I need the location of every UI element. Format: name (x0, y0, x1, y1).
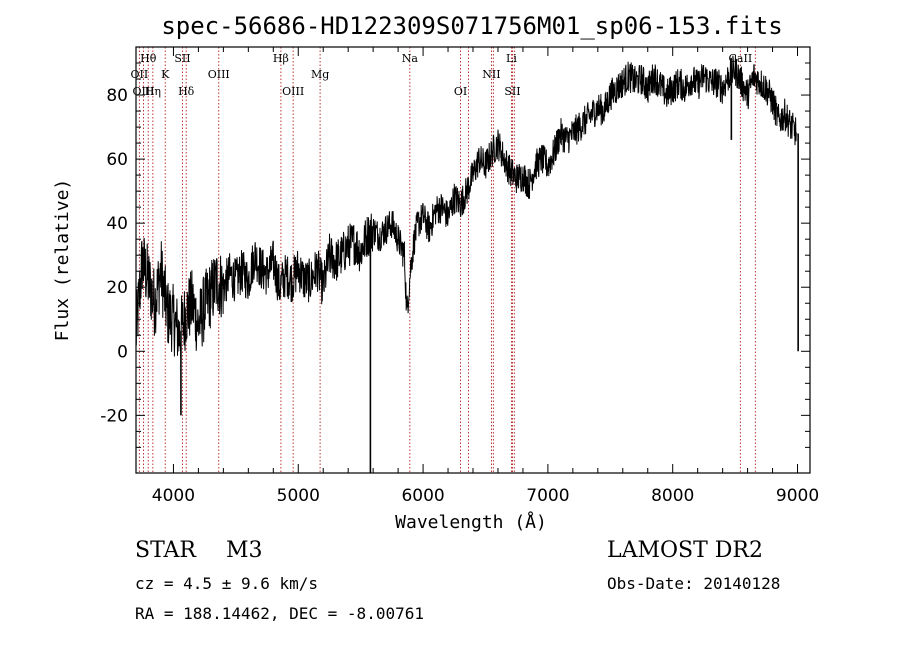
spectral-line-label: OIII (282, 85, 304, 98)
obs-date: Obs-Date: 20140128 (607, 574, 781, 593)
x-tick-label: 8000 (651, 486, 694, 506)
y-tick-label: -20 (100, 406, 128, 426)
y-tick-label: 80 (106, 86, 128, 106)
spectral-line-label: SII (504, 85, 520, 98)
coordinates: RA = 188.14462, DEC = -8.00761 (135, 604, 424, 623)
spectral-line-labels: HθOIIOIIIHηKSIIHδOIIIHβOIIIMgNaOINIILiSI… (131, 52, 753, 98)
spectral-line-label: NII (482, 68, 500, 81)
x-tick-label: 4000 (152, 486, 195, 506)
x-tick-label: 6000 (401, 486, 444, 506)
cz-readout: cz = 4.5 ± 9.6 km/s (135, 574, 319, 593)
spectral-line-label: OI (454, 85, 467, 98)
spectral-line-label: K (161, 68, 170, 81)
survey-label: LAMOST DR2 (607, 538, 763, 563)
spectral-line-label: Hθ (140, 52, 157, 65)
spectral-line-label: Li (506, 52, 517, 65)
spectral-line-label: Hδ (178, 85, 195, 98)
spectral-line-label: Mg (311, 68, 329, 81)
x-axis: 4000 5000 6000 7000 8000 9000 (152, 47, 819, 506)
x-tick-label: 5000 (277, 486, 320, 506)
y-tick-label: 60 (106, 150, 128, 170)
spectral-line-label: OIII (208, 68, 230, 81)
y-tick-label: 40 (106, 214, 128, 234)
subclass-label: M3 (226, 538, 263, 563)
y-axis-label: Flux (relative) (52, 179, 73, 342)
y-tick-label: 0 (117, 342, 128, 362)
x-tick-label: 7000 (526, 486, 569, 506)
spectral-line-label: OII (131, 68, 149, 81)
chart-title: spec-56686-HD122309S071756M01_sp06-153.f… (161, 12, 782, 40)
spectral-line-label: Hβ (273, 52, 289, 65)
spectral-line-label: SII (174, 52, 190, 65)
spectral-line-label: Na (402, 52, 419, 65)
spectral-line-markers (138, 47, 756, 473)
spectral-line-label: Hη (145, 85, 161, 98)
class-label: STAR (135, 538, 196, 563)
y-tick-label: 20 (106, 278, 128, 298)
spectrum-series (135, 55, 799, 473)
spectrum-line (135, 55, 797, 358)
x-axis-label: Wavelength (Å) (395, 511, 547, 533)
spectral-line-label: CaII (729, 52, 753, 65)
spectral-class: STAR M3 (135, 538, 263, 563)
x-tick-label: 9000 (776, 486, 819, 506)
y-axis: -20 0 20 40 60 80 (100, 62, 810, 448)
